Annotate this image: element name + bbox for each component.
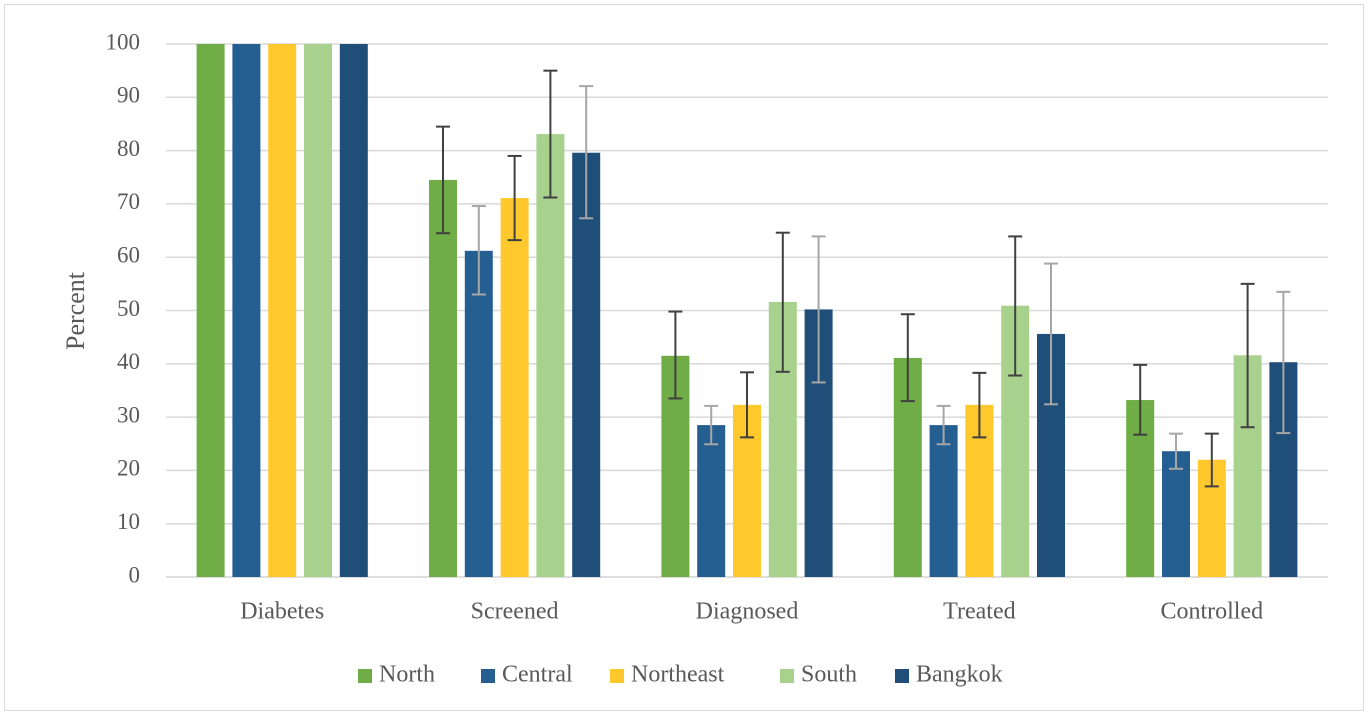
x-category-label: Controlled — [1160, 599, 1263, 625]
legend-swatch — [610, 669, 624, 683]
error-bar-central-treated — [936, 404, 951, 446]
y-tick-label: 100 — [106, 29, 141, 54]
error-bar-bangkok-controlled — [1276, 290, 1291, 435]
error-bar-northeast-diagnosed — [740, 371, 754, 439]
y-tick-label: 10 — [117, 509, 140, 534]
legend-item-north: North — [358, 662, 435, 688]
error-bar-northeast-screened — [507, 154, 522, 242]
error-bar-central-controlled — [1169, 432, 1183, 470]
bar-central-treated — [929, 425, 958, 577]
legend-label: North — [379, 662, 435, 688]
error-bar-bangkok-diagnosed — [811, 235, 826, 384]
legend-label: Bangkok — [916, 662, 1003, 688]
error-bar-south-diagnosed — [775, 231, 790, 373]
bar-central-diagnosed — [697, 425, 726, 577]
error-bar-central-screened — [471, 205, 486, 296]
y-tick-label: 0 — [129, 562, 141, 587]
legend-swatch — [895, 669, 909, 683]
legend-swatch — [481, 669, 495, 683]
bar-bangkok-screened — [572, 152, 601, 577]
y-axis-title: Percent — [61, 271, 90, 350]
x-axis-category-labels: Diabetes Screened Diagnosed Treated Controll… — [240, 599, 1263, 625]
y-tick-label: 30 — [117, 402, 140, 427]
error-bars — [436, 69, 1291, 488]
legend-label: Northeast — [631, 662, 725, 688]
legend-label: South — [801, 662, 857, 688]
bar-central-controlled — [1162, 451, 1190, 577]
error-bar-north-treated — [900, 313, 915, 403]
error-bar-central-diagnosed — [704, 404, 719, 446]
y-axis-tick-labels: 0 10 20 30 40 50 60 70 80 90 100 — [106, 29, 141, 587]
error-bar-south-controlled — [1240, 282, 1255, 429]
bar-bangkok-diabetes — [339, 44, 368, 577]
error-bar-northeast-treated — [972, 371, 987, 439]
y-tick-label: 60 — [117, 242, 140, 267]
y-tick-label: 40 — [117, 349, 140, 374]
x-category-label: Diabetes — [240, 599, 324, 625]
y-tick-label: 90 — [117, 83, 140, 108]
error-bar-south-screened — [543, 69, 558, 199]
y-tick-label: 20 — [117, 456, 140, 481]
y-tick-label: 80 — [117, 136, 140, 161]
error-bar-north-screened — [436, 125, 450, 235]
bar-northeast-diabetes — [268, 44, 297, 577]
bar-north-diabetes — [196, 44, 225, 577]
x-category-label: Treated — [943, 599, 1015, 625]
bar-north-screened — [429, 179, 457, 578]
x-category-label: Screened — [471, 599, 559, 625]
legend-item-central: Central — [481, 662, 573, 688]
error-bar-bangkok-treated — [1044, 262, 1058, 406]
legend-label: Central — [502, 662, 573, 688]
error-bar-north-controlled — [1133, 363, 1148, 436]
error-bar-northeast-controlled — [1204, 432, 1219, 488]
y-tick-label: 70 — [117, 189, 140, 214]
error-bar-bangkok-screened — [579, 85, 594, 220]
bar-northeast-screened — [500, 198, 529, 578]
legend-swatch — [780, 669, 794, 683]
legend-item-south: South — [780, 662, 857, 688]
y-tick-label: 50 — [117, 296, 140, 321]
legend-item-bangkok: Bangkok — [895, 662, 1003, 688]
error-bar-south-treated — [1008, 235, 1023, 377]
bar-south-screened — [536, 134, 565, 577]
legend: North Central Northeast South Bangkok — [358, 662, 1003, 688]
bar-central-screened — [464, 250, 493, 577]
bar-central-diabetes — [232, 44, 261, 577]
legend-swatch — [358, 669, 372, 683]
bar-south-diabetes — [304, 44, 332, 577]
error-bar-north-diagnosed — [668, 310, 683, 400]
x-category-label: Diagnosed — [696, 599, 799, 625]
legend-item-northeast: Northeast — [610, 662, 725, 688]
